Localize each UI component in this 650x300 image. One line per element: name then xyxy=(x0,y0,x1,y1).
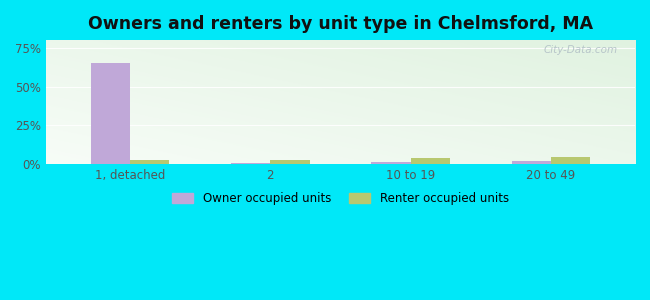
Bar xyxy=(551,158,590,164)
Legend: Owner occupied units, Renter occupied units: Owner occupied units, Renter occupied un… xyxy=(168,188,514,210)
Bar xyxy=(411,158,450,164)
Bar xyxy=(512,161,551,164)
Bar xyxy=(371,162,411,164)
Bar xyxy=(130,160,169,164)
Bar xyxy=(270,160,309,164)
Bar xyxy=(91,63,130,164)
Bar xyxy=(231,163,270,164)
Text: City-Data.com: City-Data.com xyxy=(543,45,618,55)
Title: Owners and renters by unit type in Chelmsford, MA: Owners and renters by unit type in Chelm… xyxy=(88,15,593,33)
